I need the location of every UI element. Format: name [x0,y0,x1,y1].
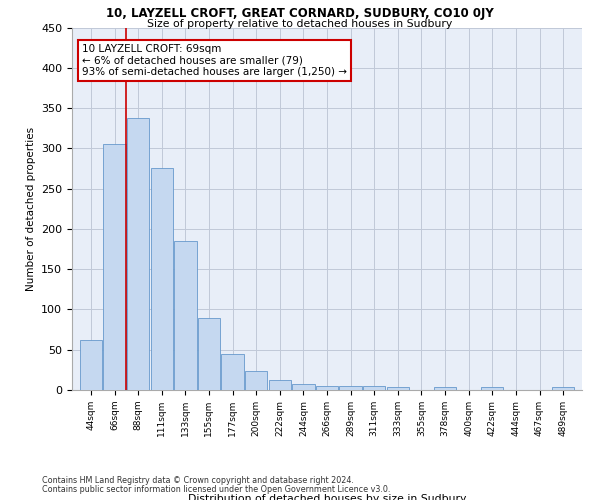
Bar [552,387,574,390]
Text: 10 LAYZELL CROFT: 69sqm
← 6% of detached houses are smaller (79)
93% of semi-det: 10 LAYZELL CROFT: 69sqm ← 6% of detached… [82,44,347,77]
Bar [103,144,126,390]
Bar [481,387,503,390]
Bar [363,386,385,390]
Bar [340,386,362,390]
X-axis label: Distribution of detached houses by size in Sudbury: Distribution of detached houses by size … [188,494,466,500]
Text: 10, LAYZELL CROFT, GREAT CORNARD, SUDBURY, CO10 0JY: 10, LAYZELL CROFT, GREAT CORNARD, SUDBUR… [106,8,494,20]
Bar [269,380,291,390]
Bar [151,168,173,390]
Y-axis label: Number of detached properties: Number of detached properties [26,126,35,291]
Text: Size of property relative to detached houses in Sudbury: Size of property relative to detached ho… [148,19,452,29]
Bar [198,318,220,390]
Bar [221,354,244,390]
Bar [434,387,456,390]
Text: Contains public sector information licensed under the Open Government Licence v3: Contains public sector information licen… [42,484,391,494]
Bar [127,118,149,390]
Bar [316,386,338,390]
Bar [174,241,197,390]
Bar [245,372,268,390]
Text: Contains HM Land Registry data © Crown copyright and database right 2024.: Contains HM Land Registry data © Crown c… [42,476,354,485]
Bar [80,340,102,390]
Bar [292,384,314,390]
Bar [386,387,409,390]
